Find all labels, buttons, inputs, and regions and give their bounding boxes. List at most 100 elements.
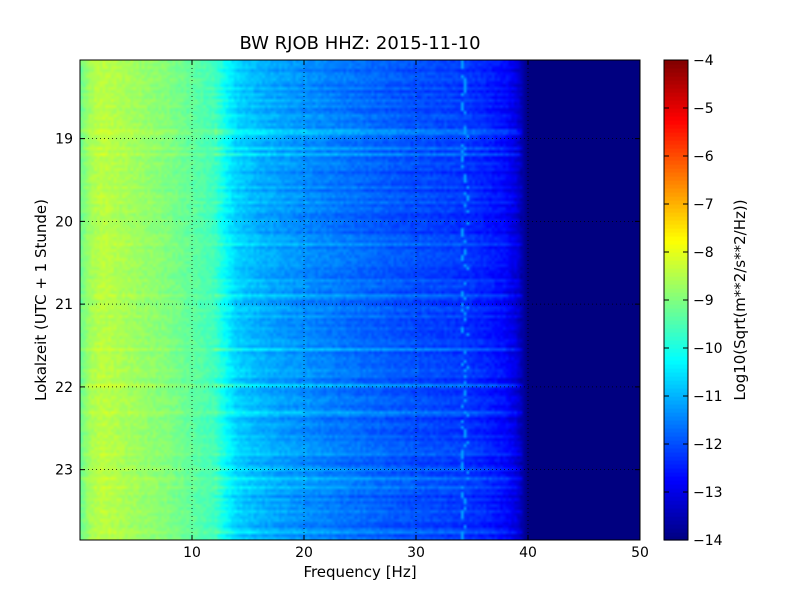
colorbar-band: [664, 256, 688, 261]
colorbar-band: [664, 208, 688, 213]
colorbar-band: [664, 412, 688, 417]
colorbar-tick-label: −4: [693, 53, 714, 69]
colorbar-tick-label: −11: [693, 389, 723, 405]
colorbar-band: [664, 220, 688, 225]
x-axis: 10 20 30 40 50: [183, 60, 649, 561]
colorbar-band: [664, 204, 688, 209]
colorbar-tick-label: −10: [693, 341, 723, 357]
colorbar-tick-label: −9: [693, 293, 714, 309]
colorbar-band: [664, 356, 688, 361]
colorbar-band: [664, 280, 688, 285]
grid-lines: [80, 60, 640, 540]
colorbar-band: [664, 360, 688, 365]
colorbar-band: [664, 500, 688, 505]
colorbar-band: [664, 240, 688, 245]
colorbar-band: [664, 536, 688, 541]
colorbar-band: [664, 512, 688, 517]
plot-area: [80, 60, 640, 540]
colorbar-band: [664, 108, 688, 113]
colorbar-band: [664, 364, 688, 369]
colorbar-band: [664, 128, 688, 133]
colorbar-band: [664, 144, 688, 149]
colorbar-band: [664, 96, 688, 101]
colorbar-band: [664, 440, 688, 445]
colorbar-band: [664, 376, 688, 381]
colorbar-band: [664, 308, 688, 313]
colorbar-band: [664, 312, 688, 317]
colorbar-band: [664, 504, 688, 509]
plot-frame: [79, 59, 641, 541]
colorbar-band: [664, 136, 688, 141]
colorbar-band: [664, 292, 688, 297]
colorbar-band: [664, 80, 688, 85]
colorbar-band: [664, 452, 688, 457]
colorbar-band: [664, 476, 688, 481]
colorbar-band: [664, 112, 688, 117]
colorbar-band: [664, 252, 688, 257]
colorbar-band: [664, 332, 688, 337]
colorbar-band: [664, 392, 688, 397]
colorbar-band: [664, 316, 688, 321]
colorbar-band: [664, 380, 688, 385]
colorbar-band: [664, 156, 688, 161]
colorbar-band: [664, 488, 688, 493]
colorbar-band: [664, 288, 688, 293]
x-tick-label: 50: [631, 545, 649, 561]
y-axis: 19 20 21 22 23: [55, 132, 640, 479]
y-axis-label: Lokalzeit (UTC + 1 Stunde): [32, 199, 50, 401]
colorbar-band: [664, 176, 688, 181]
colorbar-band: [664, 336, 688, 341]
colorbar-band: [664, 348, 688, 353]
colorbar-band: [664, 180, 688, 185]
colorbar-band: [664, 300, 688, 305]
x-axis-label: Frequency [Hz]: [303, 563, 416, 581]
colorbar-band: [664, 480, 688, 485]
colorbar-band: [664, 448, 688, 453]
colorbar-band: [664, 328, 688, 333]
colorbar-band: [664, 460, 688, 465]
colorbar-band: [664, 492, 688, 497]
y-tick-label: 20: [55, 214, 73, 230]
colorbar-band: [664, 404, 688, 409]
colorbar-band: [664, 496, 688, 501]
colorbar-band: [664, 444, 688, 449]
colorbar-band: [664, 76, 688, 81]
colorbar-band: [664, 352, 688, 357]
colorbar-band: [664, 260, 688, 265]
colorbar-band: [664, 184, 688, 189]
colorbar-tick-label: −14: [693, 533, 723, 549]
colorbar-band: [664, 284, 688, 289]
colorbar-band: [664, 408, 688, 413]
x-tick-label: 10: [183, 545, 201, 561]
colorbar-band: [664, 368, 688, 373]
colorbar-band: [664, 484, 688, 489]
colorbar-band: [664, 196, 688, 201]
colorbar-band: [664, 124, 688, 129]
colorbar-band: [664, 428, 688, 433]
chart-title: BW RJOB HHZ: 2015-11-10: [239, 33, 480, 54]
colorbar-band: [664, 188, 688, 193]
colorbar-band: [664, 244, 688, 249]
colorbar-band: [664, 264, 688, 269]
colorbar-band: [664, 424, 688, 429]
colorbar-band: [664, 268, 688, 273]
colorbar: [664, 60, 688, 541]
colorbar-tick-label: −6: [693, 149, 714, 165]
colorbar-band: [664, 372, 688, 377]
colorbar-band: [664, 324, 688, 329]
colorbar-tick-label: −5: [693, 101, 714, 117]
spectrogram-image: [80, 60, 640, 540]
colorbar-tick-label: −7: [693, 197, 714, 213]
colorbar-band: [664, 72, 688, 77]
x-tick-label: 40: [519, 545, 537, 561]
colorbar-band: [664, 524, 688, 529]
x-tick-label: 20: [295, 545, 313, 561]
colorbar-band: [664, 396, 688, 401]
colorbar-band: [664, 84, 688, 89]
colorbar-band: [664, 64, 688, 69]
colorbar-tick-label: −8: [693, 245, 714, 261]
colorbar-band: [664, 420, 688, 425]
colorbar-band: [664, 168, 688, 173]
colorbar-band: [664, 344, 688, 349]
